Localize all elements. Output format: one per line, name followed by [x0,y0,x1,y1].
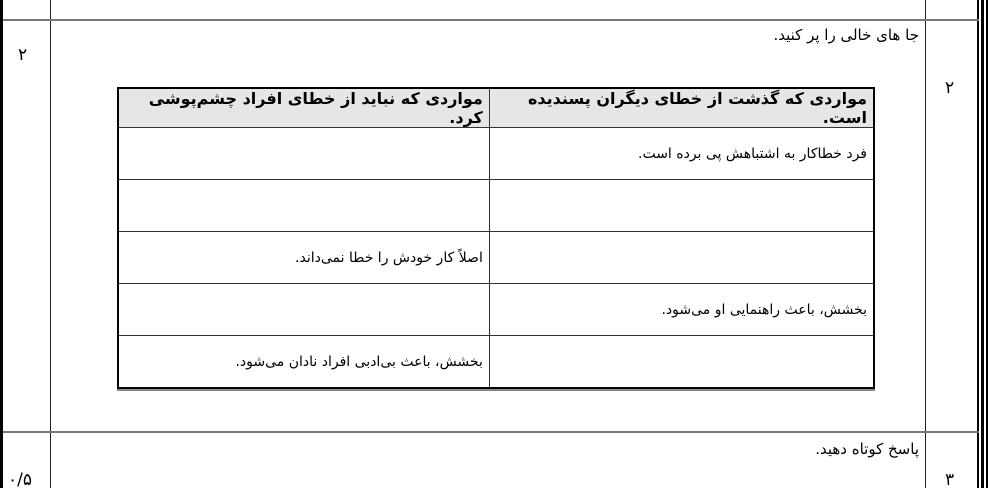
table-row: فرد خطاکار به اشتباهش پی برده است. [117,127,875,180]
table-header: مواردی که نباید از خطای افراد چشم‌پوشی ک… [117,87,490,128]
table-header: مواردی که گذشت از خطای دیگران پسندیده اس… [488,87,875,128]
table-cell[interactable] [488,335,875,389]
question-instruction: جا های خالی را پر کنید. [773,26,919,44]
table-cell[interactable]: فرد خطاکار به اشتباهش پی برده است. [488,127,875,180]
table-cell[interactable] [488,179,875,232]
table-cell[interactable]: بخشش، باعث راهنمایی او می‌شود. [488,283,875,336]
table-cell[interactable] [488,231,875,284]
question-score: ۲ [18,45,28,65]
page-border-right [986,0,988,488]
table-row: بخشش، باعث بی‌ادبی افراد نادان می‌شود. [117,335,875,389]
question-score: ۰/۵ [8,470,32,490]
page-border-right [977,0,979,488]
fill-in-table: مواردی که گذشت از خطای دیگران پسندیده اس… [117,87,875,389]
table-header-row: مواردی که گذشت از خطای دیگران پسندیده اس… [117,87,875,128]
number-column-divider [925,0,926,488]
row-divider [3,431,979,433]
table-cell[interactable] [117,179,490,232]
question-number: ۲ [945,78,955,98]
score-column-divider [50,0,51,488]
page-border-left [0,0,3,488]
page-border-right [981,0,984,488]
question-instruction: پاسخ کوتاه دهید. [815,440,919,458]
table-row: بخشش، باعث راهنمایی او می‌شود. [117,283,875,336]
table-cell[interactable] [117,283,490,336]
row-divider [3,19,979,21]
question-number: ۳ [945,470,955,490]
table-cell[interactable]: بخشش، باعث بی‌ادبی افراد نادان می‌شود. [117,335,490,389]
table-row: اصلاً کار خودش را خطا نمی‌داند. [117,231,875,284]
table-cell[interactable]: اصلاً کار خودش را خطا نمی‌داند. [117,231,490,284]
table-cell[interactable] [117,127,490,180]
table-row [117,179,875,232]
